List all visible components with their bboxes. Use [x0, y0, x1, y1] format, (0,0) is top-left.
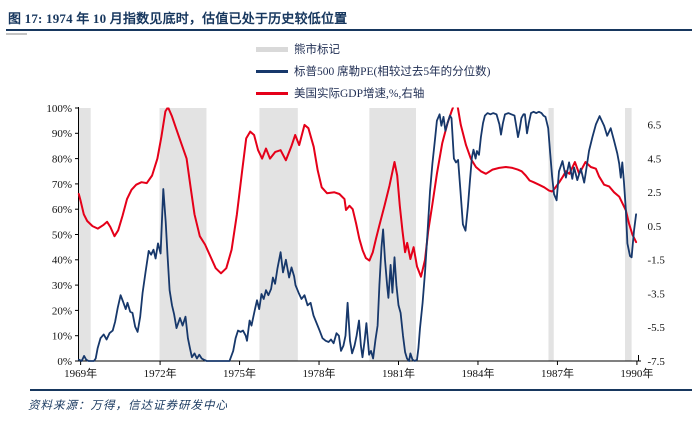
bear-market-band — [548, 108, 554, 361]
x-tick-label: 1981年 — [382, 366, 415, 380]
bear-market-band — [624, 108, 632, 361]
gdp-pe-chart: 0% 10% 20% 30% 40% 50% 60% 70% 80% 90% 100% -7.5 -5.… — [46, 103, 666, 380]
y-right-tick-label: -1.5 — [648, 255, 666, 267]
x-tick-label: 1969年 — [64, 366, 97, 380]
y-right-tick-label: 6.5 — [648, 120, 662, 132]
y-left-tick-label: 20% — [52, 305, 72, 317]
y-left-tick-label: 70% — [52, 179, 72, 191]
chart-area: 0% 10% 20% 30% 40% 50% 60% 70% 80% 90% 100% -7.5 -5.… — [0, 95, 692, 387]
figure-title: 图 17: 1974 年 10 月指数见底时，估值已处于历史较低位置 — [8, 11, 348, 26]
y-right-tick-label: -3.5 — [648, 288, 666, 300]
y-left-tick-label: 90% — [52, 128, 72, 140]
bear-market-band — [78, 108, 91, 361]
title-divider-stub — [6, 33, 27, 35]
gdp-growth-line — [77, 107, 638, 278]
x-tick-label: 1975年 — [223, 366, 256, 380]
x-tick-label: 1972年 — [144, 366, 177, 380]
chart-legend: 熊市标记 标普500 席勒PE(相较过去5年的分位数) 美国实际GDP增速,%,… — [256, 38, 490, 104]
bear-band-swatch — [256, 46, 288, 52]
legend-label: 美国实际GDP增速,%,右轴 — [294, 88, 425, 100]
y-left-tick-label: 60% — [52, 204, 72, 216]
y-left-tick-label: 0% — [57, 356, 72, 368]
pe-line-swatch — [256, 69, 288, 73]
y-right-tick-label: 2.5 — [648, 187, 662, 199]
y-left-tick-label: 10% — [52, 331, 72, 343]
gdp-line-swatch — [256, 91, 288, 95]
x-tick-label: 1978年 — [303, 366, 336, 380]
y-right-tick-label: -5.5 — [648, 322, 666, 334]
source-note: 资料来源：万得，信达证券研发中心 — [28, 400, 228, 412]
x-tick-label: 1990年 — [620, 366, 653, 380]
y-left-tick-label: 30% — [52, 280, 72, 292]
legend-item-bear-band: 熊市标记 — [256, 38, 490, 60]
footer-divider — [30, 389, 692, 391]
legend-item-gdp: 美国实际GDP增速,%,右轴 — [256, 82, 490, 104]
y-right-tick-label: 0.5 — [648, 221, 662, 233]
y-right-tick-label: 4.5 — [648, 153, 662, 165]
legend-label: 标普500 席勒PE(相较过去5年的分位数) — [294, 66, 491, 78]
y-right-tick-label: -7.5 — [648, 356, 666, 368]
y-left-tick-label: 40% — [52, 255, 72, 267]
x-tick-label: 1987年 — [541, 366, 574, 380]
legend-item-shiller-pe: 标普500 席勒PE(相较过去5年的分位数) — [256, 60, 490, 82]
title-divider — [6, 29, 692, 31]
y-left-tick-label: 50% — [52, 229, 72, 241]
legend-label: 熊市标记 — [294, 44, 340, 56]
x-tick-label: 1984年 — [461, 366, 494, 380]
y-left-tick-label: 100% — [46, 103, 72, 115]
y-left-tick-label: 80% — [52, 153, 72, 165]
shiller-pe-line — [77, 110, 637, 362]
